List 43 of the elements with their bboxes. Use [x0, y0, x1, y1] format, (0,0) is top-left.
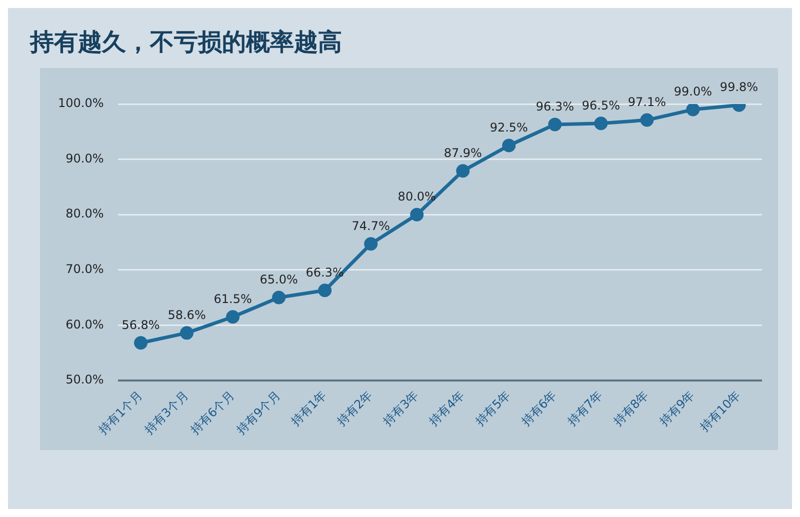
data-label: 58.6% — [168, 308, 206, 322]
x-tick-label: 持有7年 — [564, 388, 606, 429]
chart-title: 持有越久，不亏损的概率越高 — [30, 27, 342, 58]
point — [594, 116, 608, 130]
point — [364, 237, 378, 251]
data-label: 56.8% — [122, 318, 160, 332]
y-tick-label: 90.0% — [66, 151, 104, 166]
x-tick-label: 持有5年 — [472, 388, 514, 429]
point — [180, 326, 194, 340]
data-label: 87.9% — [444, 146, 482, 160]
x-tick-label: 持有10年 — [697, 388, 744, 434]
point — [318, 284, 332, 298]
y-tick-label: 60.0% — [66, 317, 104, 332]
point — [134, 336, 148, 350]
x-tick-label: 持有3年 — [380, 388, 422, 429]
x-tick-label: 持有8年 — [610, 388, 652, 429]
point — [272, 290, 286, 304]
y-tick-label: 70.0% — [66, 262, 104, 276]
data-label: 96.5% — [582, 98, 620, 112]
x-tick-label: 持有4年 — [426, 388, 468, 429]
data-label: 74.7% — [352, 218, 390, 233]
point — [226, 310, 240, 324]
point — [502, 138, 516, 152]
data-label: 65.0% — [260, 272, 298, 287]
x-tick-label: 持有2年 — [334, 388, 376, 429]
point — [410, 208, 424, 222]
x-tick-label: 持有9年 — [656, 388, 698, 429]
data-label: 92.5% — [490, 120, 528, 134]
x-tick-label: 持有6年 — [518, 388, 560, 429]
point — [640, 113, 654, 127]
point — [686, 104, 700, 116]
data-label: 61.5% — [214, 292, 252, 306]
data-label: 99.0% — [674, 84, 712, 99]
point — [548, 118, 562, 132]
y-tick-label: 50.0% — [66, 372, 104, 387]
y-tick-label: 100.0% — [58, 96, 104, 110]
y-tick-label: 80.0% — [66, 206, 104, 221]
data-label: 99.8% — [720, 80, 758, 94]
data-label: 97.1% — [628, 95, 666, 110]
data-label: 96.3% — [536, 99, 574, 114]
data-label: 80.0% — [398, 190, 436, 204]
x-tick-label: 持有1年 — [288, 388, 330, 429]
point — [456, 164, 470, 178]
